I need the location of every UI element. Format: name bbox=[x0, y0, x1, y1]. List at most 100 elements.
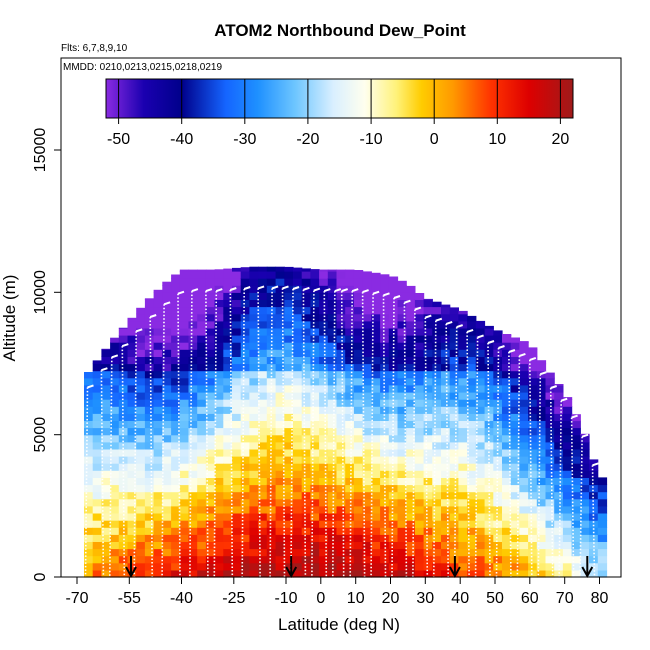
heat-cell bbox=[127, 335, 137, 343]
heat-cell bbox=[293, 292, 303, 300]
heat-cell bbox=[319, 434, 329, 443]
heat-cell bbox=[388, 491, 399, 500]
heat-cell bbox=[327, 441, 338, 450]
heat-cell bbox=[353, 313, 364, 322]
heat-cell bbox=[510, 337, 520, 343]
heat-cell bbox=[519, 384, 529, 393]
heat-cell bbox=[345, 470, 355, 478]
profile-line bbox=[290, 288, 294, 578]
heat-cell bbox=[214, 534, 224, 542]
heat-cell bbox=[493, 399, 503, 407]
heat-cell bbox=[84, 562, 94, 571]
heat-cell bbox=[580, 434, 590, 443]
heat-cell bbox=[266, 427, 277, 436]
heat-cell bbox=[118, 505, 129, 514]
heat-cell bbox=[510, 392, 520, 400]
heat-cell bbox=[536, 448, 547, 457]
heat-cell bbox=[188, 313, 198, 322]
heat-cell bbox=[319, 377, 329, 386]
heat-cell bbox=[397, 513, 407, 521]
heat-cell bbox=[301, 448, 311, 457]
heat-cell bbox=[249, 541, 259, 550]
heat-cell bbox=[101, 520, 111, 528]
heat-cell bbox=[153, 427, 163, 436]
heat-cell bbox=[284, 498, 294, 507]
heat-cell bbox=[101, 434, 111, 443]
heat-cell bbox=[336, 420, 346, 429]
heat-cell bbox=[284, 363, 294, 372]
heat-cell bbox=[284, 342, 294, 350]
heat-cell bbox=[432, 505, 442, 514]
heat-cell bbox=[92, 541, 102, 550]
heat-cell bbox=[101, 406, 111, 414]
heat-cell bbox=[153, 327, 163, 336]
heat-cell bbox=[84, 392, 94, 400]
heat-cell bbox=[284, 266, 294, 272]
heat-cell bbox=[179, 399, 190, 407]
heat-cell bbox=[223, 285, 233, 293]
heat-cell bbox=[310, 313, 320, 322]
profile-line bbox=[311, 290, 315, 578]
heat-cell bbox=[118, 463, 129, 471]
heat-cell bbox=[301, 320, 311, 329]
heat-cell bbox=[258, 513, 268, 521]
heat-cell bbox=[397, 342, 407, 350]
heat-cell bbox=[101, 491, 111, 500]
heat-cell bbox=[101, 441, 111, 450]
heat-cell bbox=[162, 320, 172, 329]
heat-cell bbox=[536, 484, 547, 493]
heat-cell bbox=[441, 448, 451, 457]
heat-cell bbox=[179, 285, 190, 293]
heat-cell bbox=[319, 363, 329, 372]
heat-cell bbox=[153, 299, 163, 308]
heat-cell bbox=[214, 427, 224, 436]
heat-cell bbox=[432, 406, 442, 414]
heat-cell bbox=[467, 413, 477, 421]
heat-cell bbox=[92, 392, 102, 400]
heat-cell bbox=[301, 413, 311, 421]
heat-cell bbox=[336, 335, 346, 343]
heat-cell bbox=[388, 505, 399, 514]
heat-cell bbox=[414, 448, 425, 457]
heat-cell bbox=[240, 392, 250, 400]
heat-cell bbox=[171, 491, 181, 500]
heat-cell bbox=[205, 441, 216, 450]
heat-cell bbox=[414, 456, 425, 464]
heat-cell bbox=[275, 484, 285, 493]
heat-cell bbox=[205, 491, 216, 500]
heat-cell bbox=[554, 463, 564, 471]
heat-cell bbox=[223, 548, 233, 557]
heat-cell bbox=[301, 555, 311, 564]
heat-cell bbox=[388, 534, 399, 542]
heat-cell bbox=[562, 527, 573, 535]
heat-cell bbox=[197, 569, 207, 578]
heat-cell bbox=[258, 377, 268, 386]
heat-cell bbox=[118, 356, 129, 365]
heat-cell bbox=[380, 320, 390, 329]
heat-cell bbox=[319, 335, 329, 343]
heat-cell bbox=[484, 548, 494, 557]
heat-cell bbox=[345, 313, 355, 322]
heat-cell bbox=[205, 278, 216, 286]
heat-cell bbox=[258, 406, 268, 414]
heat-cell bbox=[284, 278, 294, 286]
heat-cell bbox=[423, 427, 433, 436]
heat-cell bbox=[240, 513, 250, 521]
heat-cell bbox=[353, 271, 364, 279]
heat-cell bbox=[266, 498, 277, 507]
heat-cell bbox=[127, 484, 137, 493]
heat-cell bbox=[293, 498, 303, 507]
heat-cell bbox=[284, 370, 294, 379]
heat-cell bbox=[458, 456, 468, 464]
heat-cell bbox=[127, 434, 137, 443]
heat-cell bbox=[127, 317, 137, 322]
heat-cell bbox=[266, 420, 277, 429]
heat-cell bbox=[240, 541, 250, 550]
heat-cell bbox=[467, 541, 477, 550]
heat-cell bbox=[475, 363, 486, 372]
heat-cell bbox=[144, 505, 155, 514]
heat-cell bbox=[388, 335, 399, 343]
heat-cell bbox=[519, 342, 529, 350]
heat-cell bbox=[136, 527, 146, 535]
heat-cell bbox=[84, 491, 94, 500]
